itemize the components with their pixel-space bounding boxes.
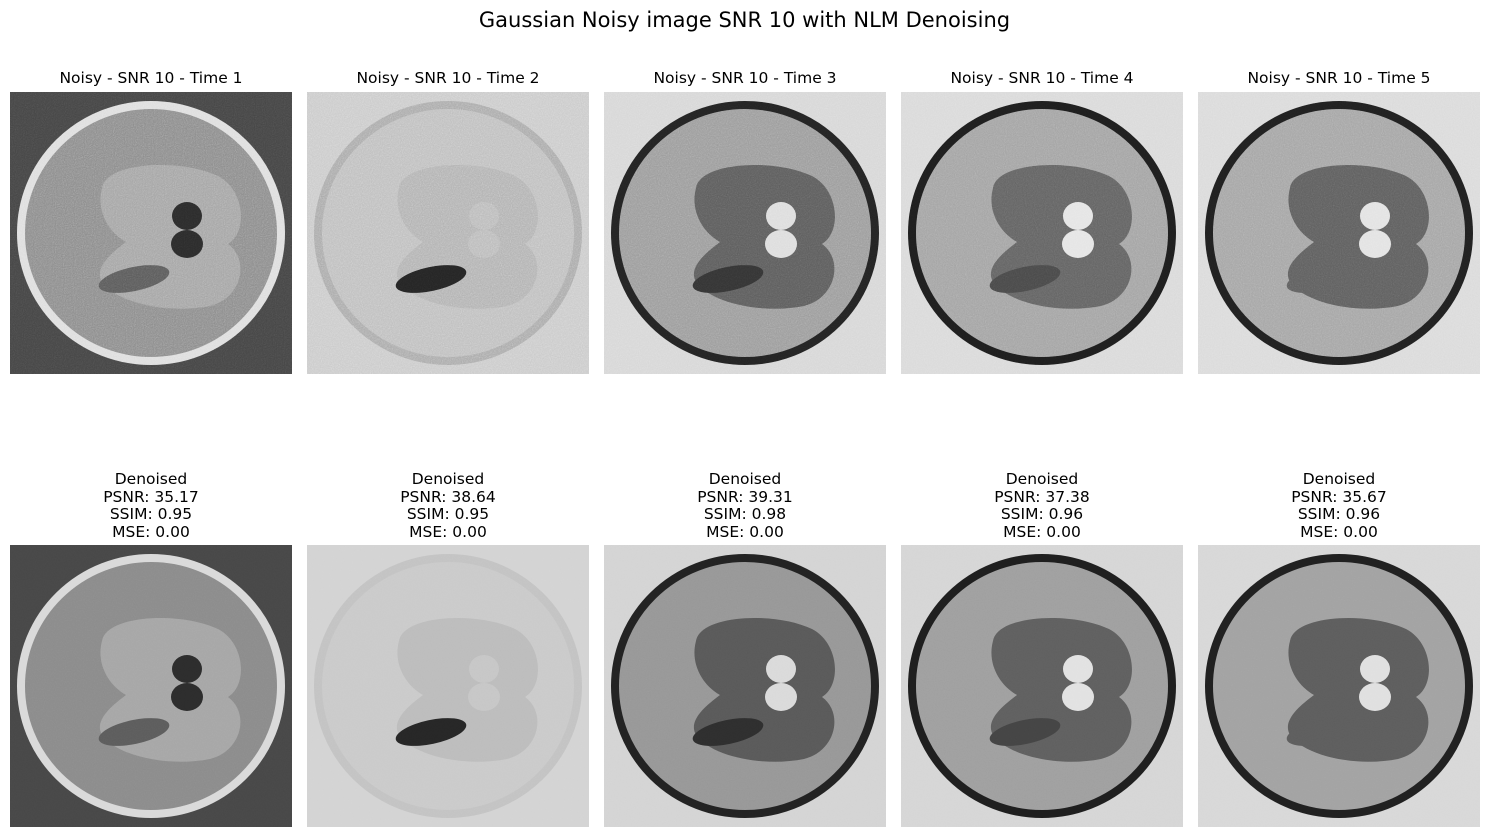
denoised-panel-title: Denoised PSNR: 35.17 SSIM: 0.95 MSE: 0.0… bbox=[0, 470, 312, 541]
psnr-value: PSNR: 38.64 bbox=[400, 487, 496, 506]
denoised-panel-title: Denoised PSNR: 37.38 SSIM: 0.96 MSE: 0.0… bbox=[881, 470, 1203, 541]
ssim-value: SSIM: 0.98 bbox=[703, 505, 787, 523]
phantom-svg bbox=[307, 92, 589, 374]
noise-layer bbox=[901, 545, 1183, 827]
psnr-value: PSNR: 35.67 bbox=[1291, 487, 1387, 506]
noisy-panel-title: Noisy - SNR 10 - Time 3 bbox=[653, 69, 837, 87]
phantom-svg bbox=[1198, 92, 1480, 374]
mse-value: MSE: 0.00 bbox=[409, 522, 487, 541]
psnr-value: PSNR: 39.31 bbox=[697, 487, 793, 506]
phantom-svg bbox=[604, 545, 886, 827]
noise-layer bbox=[1198, 92, 1480, 374]
mse-value: MSE: 0.00 bbox=[112, 522, 190, 541]
denoised-image bbox=[10, 545, 292, 827]
psnr-value: PSNR: 37.38 bbox=[994, 487, 1090, 506]
denoised-label: Denoised bbox=[411, 470, 485, 488]
noise-layer bbox=[10, 545, 292, 827]
denoised-image bbox=[307, 545, 589, 827]
denoised-label: Denoised bbox=[708, 470, 782, 488]
phantom-svg bbox=[604, 92, 886, 374]
noise-layer bbox=[901, 92, 1183, 374]
denoised-panel-title: Denoised PSNR: 35.67 SSIM: 0.96 MSE: 0.0… bbox=[1178, 470, 1489, 541]
mse-value: MSE: 0.00 bbox=[706, 522, 784, 541]
phantom-svg bbox=[901, 92, 1183, 374]
ssim-value: SSIM: 0.96 bbox=[1000, 505, 1084, 523]
noisy-panel-title: Noisy - SNR 10 - Time 2 bbox=[356, 69, 540, 87]
noisy-panel-title: Noisy - SNR 10 - Time 5 bbox=[1247, 69, 1431, 87]
psnr-value: PSNR: 35.17 bbox=[103, 487, 199, 506]
noisy-panel-title: Noisy - SNR 10 - Time 4 bbox=[950, 69, 1134, 87]
mse-value: MSE: 0.00 bbox=[1300, 522, 1378, 541]
phantom-svg bbox=[1198, 545, 1480, 827]
noisy-image bbox=[1198, 92, 1480, 374]
denoised-panel-title: Denoised PSNR: 39.31 SSIM: 0.98 MSE: 0.0… bbox=[584, 470, 906, 541]
phantom-svg bbox=[901, 545, 1183, 827]
denoised-label: Denoised bbox=[1302, 470, 1376, 488]
noisy-image bbox=[604, 92, 886, 374]
noise-layer bbox=[1198, 545, 1480, 827]
ssim-value: SSIM: 0.96 bbox=[1297, 505, 1381, 523]
phantom-svg bbox=[10, 545, 292, 827]
denoised-label: Denoised bbox=[114, 470, 188, 488]
noise-layer bbox=[307, 545, 589, 827]
denoised-image bbox=[1198, 545, 1480, 827]
noise-layer bbox=[10, 92, 292, 374]
figure-title: Gaussian Noisy image SNR 10 with NLM Den… bbox=[478, 8, 1011, 32]
noise-layer bbox=[604, 92, 886, 374]
noisy-panel-title: Noisy - SNR 10 - Time 1 bbox=[59, 69, 243, 87]
noisy-image bbox=[10, 92, 292, 374]
denoised-label: Denoised bbox=[1005, 470, 1079, 488]
noise-layer bbox=[307, 92, 589, 374]
ssim-value: SSIM: 0.95 bbox=[109, 505, 193, 523]
noisy-image bbox=[307, 92, 589, 374]
denoised-image bbox=[604, 545, 886, 827]
denoised-image bbox=[901, 545, 1183, 827]
noisy-image bbox=[901, 92, 1183, 374]
noise-layer bbox=[604, 545, 886, 827]
denoised-panel-title: Denoised PSNR: 38.64 SSIM: 0.95 MSE: 0.0… bbox=[287, 470, 609, 541]
mse-value: MSE: 0.00 bbox=[1003, 522, 1081, 541]
phantom-svg bbox=[10, 92, 292, 374]
ssim-value: SSIM: 0.95 bbox=[406, 505, 490, 523]
phantom-svg bbox=[307, 545, 589, 827]
